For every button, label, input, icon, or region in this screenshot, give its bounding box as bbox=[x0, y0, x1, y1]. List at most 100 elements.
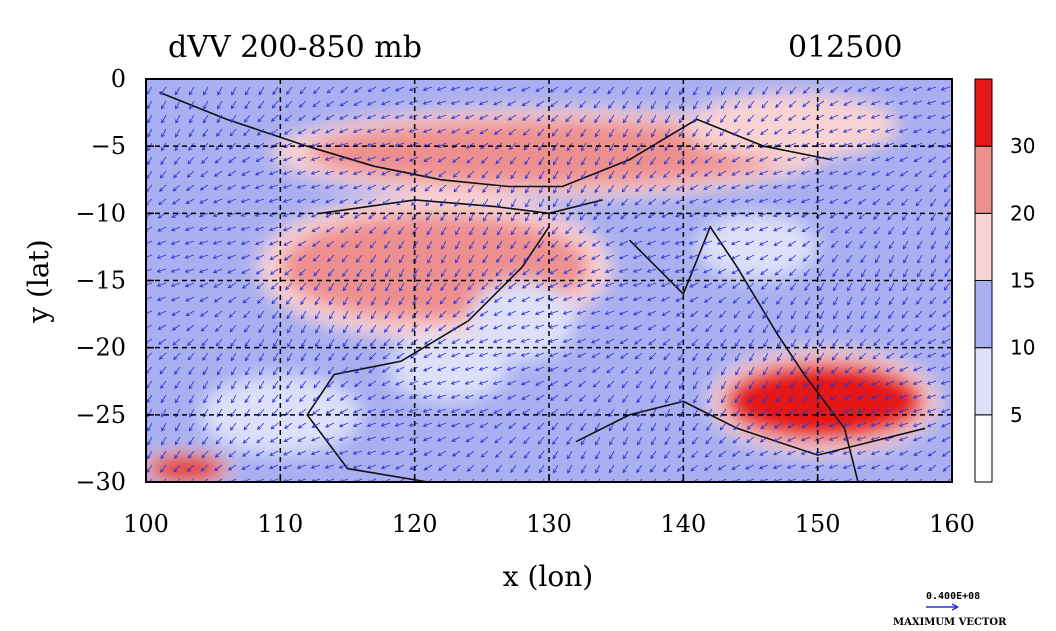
wind-vector bbox=[777, 338, 783, 348]
wind-vector bbox=[899, 352, 909, 359]
wind-vector bbox=[870, 156, 881, 162]
wind-vector bbox=[663, 464, 671, 473]
wind-vector bbox=[927, 352, 937, 358]
wind-vector bbox=[300, 296, 307, 306]
wind-vector bbox=[870, 128, 881, 133]
wind-vector bbox=[564, 86, 573, 93]
wind-vector bbox=[185, 296, 195, 302]
wind-vector bbox=[426, 226, 433, 236]
wind-vector bbox=[772, 464, 783, 470]
wind-vector bbox=[578, 86, 587, 94]
wind-vector bbox=[609, 142, 615, 152]
wind-vector bbox=[745, 170, 755, 176]
wind-vector bbox=[213, 184, 223, 190]
wind-vector bbox=[943, 296, 951, 304]
wind-vector bbox=[283, 254, 293, 261]
wind-vector bbox=[731, 156, 741, 163]
wind-vector bbox=[549, 380, 559, 386]
wind-vector bbox=[228, 450, 237, 458]
contour-line-2 bbox=[306, 226, 550, 482]
wind-vector bbox=[464, 408, 475, 414]
wind-vector bbox=[171, 310, 181, 316]
wind-vector bbox=[832, 268, 839, 278]
wind-vector bbox=[791, 338, 797, 348]
wind-vector bbox=[367, 86, 377, 93]
wind-vector bbox=[661, 296, 671, 302]
wind-vector bbox=[608, 170, 615, 180]
wind-vector bbox=[604, 282, 615, 287]
wind-vector bbox=[228, 296, 237, 303]
wind-vector bbox=[577, 268, 587, 274]
wind-vector bbox=[298, 268, 307, 276]
wind-vector bbox=[254, 198, 265, 203]
wind-vector bbox=[940, 100, 951, 105]
wind-vector bbox=[632, 296, 643, 301]
wind-vector bbox=[464, 380, 475, 385]
wind-vector bbox=[340, 86, 349, 94]
wind-vector bbox=[466, 156, 475, 164]
wind-vector bbox=[843, 478, 853, 482]
wind-vector bbox=[664, 436, 671, 446]
wind-vector bbox=[746, 282, 755, 290]
wind-vector bbox=[539, 170, 545, 180]
wind-vector bbox=[637, 142, 643, 152]
wind-vector bbox=[146, 156, 153, 166]
wind-vector bbox=[942, 464, 951, 472]
wind-vector bbox=[664, 380, 671, 390]
wind-vector bbox=[929, 198, 937, 207]
wind-vector bbox=[702, 226, 713, 231]
wind-vector bbox=[394, 100, 405, 105]
wind-vector bbox=[664, 128, 671, 138]
wind-vector bbox=[310, 198, 321, 203]
wind-vector bbox=[623, 450, 629, 460]
wind-vector bbox=[583, 478, 587, 482]
wind-vector bbox=[647, 226, 657, 232]
wind-vector bbox=[493, 422, 503, 429]
wind-vector bbox=[159, 366, 167, 375]
wind-vector bbox=[244, 100, 251, 110]
wind-vector bbox=[158, 352, 167, 360]
wind-vector bbox=[590, 324, 601, 329]
wind-vector bbox=[662, 184, 671, 192]
wind-vector bbox=[170, 282, 181, 287]
y-tick-label: 0 bbox=[111, 65, 126, 93]
wind-vector bbox=[395, 366, 405, 373]
wind-vector bbox=[604, 310, 615, 315]
wind-vector bbox=[873, 226, 881, 235]
wind-vector bbox=[885, 170, 895, 176]
wind-vector bbox=[270, 422, 279, 430]
wind-vector bbox=[312, 254, 321, 262]
wind-vector bbox=[928, 324, 937, 331]
wind-vector bbox=[758, 226, 769, 232]
wind-vector bbox=[240, 240, 251, 245]
wind-vector bbox=[815, 226, 825, 233]
wind-vector bbox=[788, 254, 797, 262]
wind-vector bbox=[328, 296, 335, 306]
wind-vector bbox=[884, 86, 895, 92]
wind-vector bbox=[395, 380, 405, 386]
wind-vector bbox=[296, 464, 307, 469]
wind-vector bbox=[732, 296, 741, 304]
wind-vector bbox=[296, 156, 307, 162]
wind-vector bbox=[772, 156, 783, 162]
wind-vector bbox=[510, 464, 517, 473]
wind-vector bbox=[395, 170, 405, 176]
wind-vector bbox=[929, 184, 937, 193]
wind-vector bbox=[366, 464, 377, 470]
wind-vector bbox=[227, 268, 237, 274]
wind-vector bbox=[412, 296, 419, 306]
wind-vector bbox=[157, 226, 167, 232]
wind-vector bbox=[494, 282, 503, 290]
wind-vector bbox=[843, 184, 853, 190]
wind-vector bbox=[651, 128, 657, 138]
wind-vector bbox=[871, 170, 881, 176]
wind-vector bbox=[744, 198, 755, 203]
wind-vector bbox=[380, 128, 391, 133]
wind-vector bbox=[437, 450, 447, 457]
wind-vector bbox=[478, 352, 489, 357]
wind-vector bbox=[382, 198, 391, 205]
wind-vector bbox=[552, 436, 559, 445]
wind-vector bbox=[873, 324, 881, 333]
wind-vector bbox=[521, 86, 531, 92]
wind-vector bbox=[297, 128, 307, 135]
